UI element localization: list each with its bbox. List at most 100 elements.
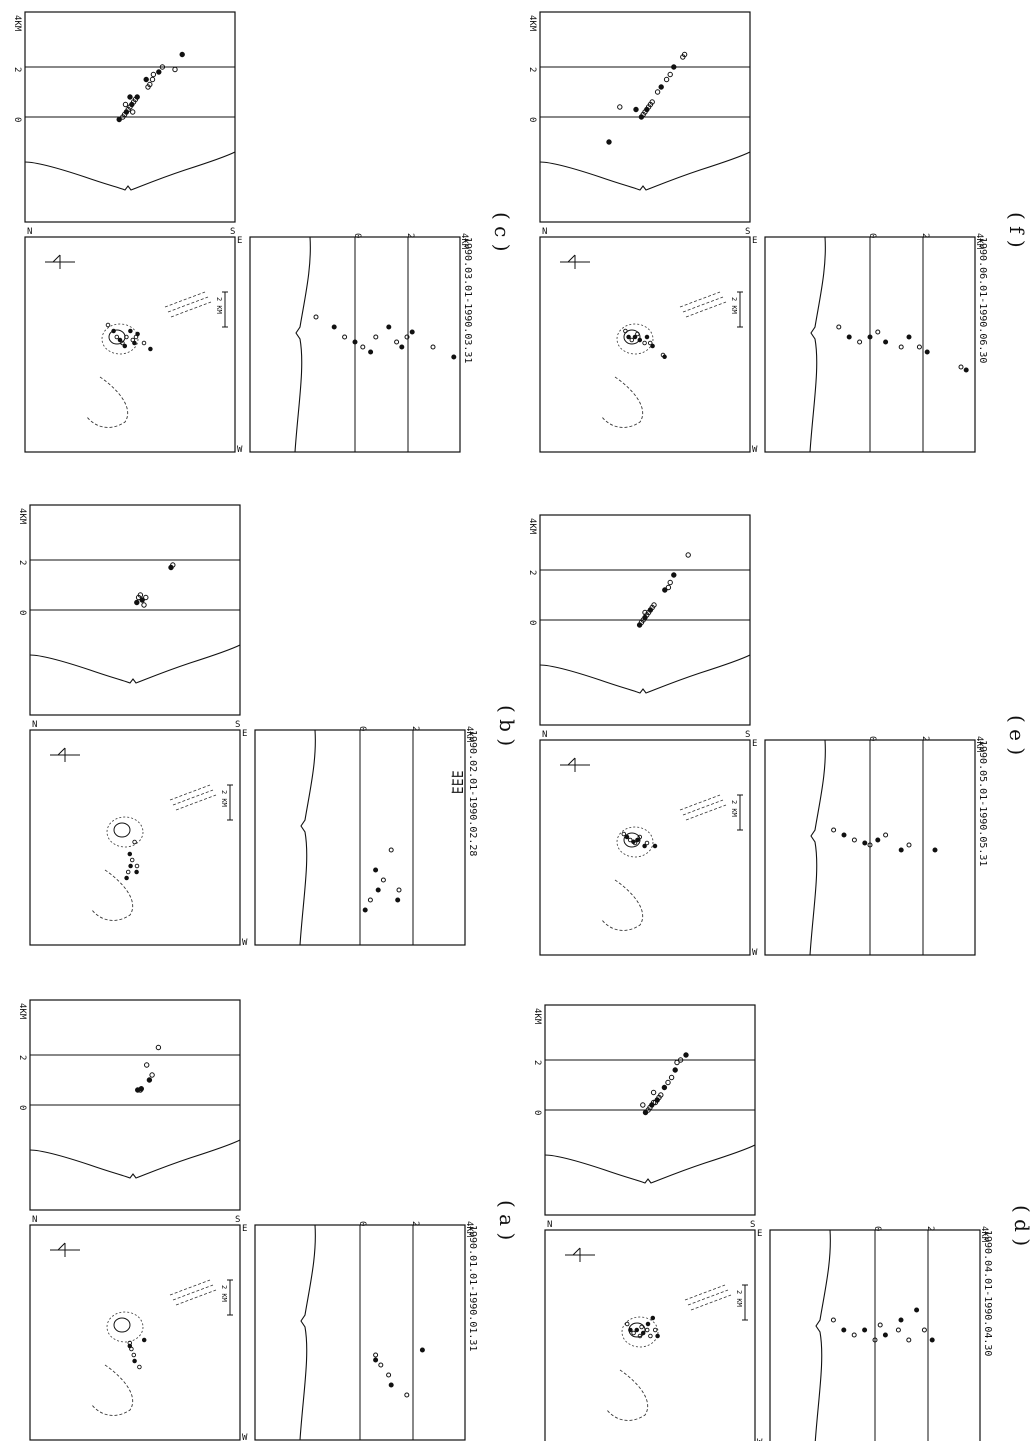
ns-event-point xyxy=(399,344,405,350)
ns-event-point xyxy=(388,847,394,853)
ew-event-point xyxy=(667,579,673,586)
ew-event-point xyxy=(658,84,664,90)
ew-event-point xyxy=(150,71,157,78)
ew-tick-label: 2 xyxy=(527,570,537,575)
epicentre-map: 2 KM E W xyxy=(539,236,758,455)
ns-tick-label: 2 xyxy=(920,736,930,741)
caldera-rim xyxy=(601,376,644,428)
south-label: S xyxy=(235,1215,240,1225)
scale-bar xyxy=(222,291,228,328)
epicentre-point xyxy=(125,869,131,875)
ns-event-point xyxy=(313,314,319,320)
ns-event-point xyxy=(867,842,873,848)
ew-event-point xyxy=(649,99,655,105)
north-arrow-icon xyxy=(50,747,80,762)
epicentre-point xyxy=(640,1330,646,1336)
ew-event-point xyxy=(141,602,147,608)
epicentre-point xyxy=(624,834,630,840)
ns-event-point xyxy=(380,877,386,883)
epicentre-point xyxy=(621,831,627,837)
epicentre-point xyxy=(105,322,111,328)
ns-event-point xyxy=(373,867,379,873)
epicentre-point xyxy=(639,1324,644,1330)
ew-event-point xyxy=(146,1077,153,1083)
date-range: 1990.01.01-1990.01.31 xyxy=(467,1225,478,1351)
ns-tick-label: 4KM xyxy=(974,736,984,753)
north-label: N xyxy=(542,730,547,740)
epicentre-point xyxy=(624,1321,630,1327)
ns-tick-label: 0 xyxy=(357,1221,367,1226)
date-range: 1990.05.01-1990.05.31 xyxy=(977,740,988,866)
fissure-lines xyxy=(164,291,212,318)
scale-label: 2 KM xyxy=(220,1285,228,1302)
ns-event-point xyxy=(396,887,402,893)
ew-tick-label: 4KM xyxy=(12,15,22,32)
south-label: S xyxy=(750,1220,755,1230)
ew-event-point xyxy=(147,81,153,88)
ew-event-point xyxy=(149,76,156,83)
ns-event-point xyxy=(898,344,904,350)
ns-tick-label: 4KM xyxy=(464,726,474,743)
east-label: E xyxy=(237,236,242,246)
ew-event-point xyxy=(179,51,185,58)
panel-label: ( b ) xyxy=(495,705,519,746)
fissure-lines xyxy=(684,1284,732,1311)
ns-event-point xyxy=(386,1372,392,1378)
ew-event-point xyxy=(172,66,178,73)
ew-depth-section: 0 2 4KM N S xyxy=(527,514,751,740)
ew-tick-label: 2 xyxy=(17,1055,27,1060)
east-label: E xyxy=(757,1229,762,1239)
ns-event-point xyxy=(867,334,873,340)
ew-depth-section: 0 2 4KM N S xyxy=(532,1004,756,1230)
ns-event-point xyxy=(898,1317,904,1323)
ns-event-point xyxy=(360,344,366,350)
ns-tick-label: 0 xyxy=(867,736,877,741)
ew-event-point xyxy=(672,1067,678,1073)
epicentre-map: 2 KM E W xyxy=(539,739,758,958)
ns-tick-label: 4KM xyxy=(464,1221,474,1238)
ns-event-point xyxy=(404,334,410,340)
topography-profile xyxy=(539,654,751,694)
ns-event-point xyxy=(409,329,415,335)
ns-event-point xyxy=(404,1392,410,1398)
ew-event-point xyxy=(122,101,129,108)
ew-depth-section: 0 2 4KM N S xyxy=(12,11,236,237)
ns-depth-section: 0 2 4KM xyxy=(249,233,469,453)
ns-tick-label: 4KM xyxy=(459,233,469,250)
epicentre-point xyxy=(127,851,133,857)
ns-event-point xyxy=(906,1337,912,1343)
east-label: E xyxy=(242,729,247,739)
topography-profile xyxy=(29,1139,241,1179)
ns-event-point xyxy=(394,339,400,345)
ew-event-point xyxy=(683,1052,689,1058)
scale-bar xyxy=(742,1284,748,1321)
north-arrow-icon xyxy=(560,254,590,269)
ns-event-point xyxy=(862,840,868,846)
scale-bar xyxy=(737,291,743,328)
epicentre-point xyxy=(642,340,647,346)
epicentre-map: 2 KM E W xyxy=(29,1224,248,1441)
ew-event-point xyxy=(667,71,673,78)
west-label: W xyxy=(242,938,248,948)
caldera-rim xyxy=(91,869,134,921)
east-label: E xyxy=(242,1224,247,1234)
ew-event-point xyxy=(665,584,672,591)
ns-event-point xyxy=(906,334,912,340)
scale-label: 2 KM xyxy=(215,297,223,314)
date-range: 1990.06.01-1990.06.30 xyxy=(977,237,988,363)
west-label: W xyxy=(242,1433,248,1441)
epicentre-point xyxy=(628,1327,633,1333)
north-arrow-icon xyxy=(50,1242,80,1257)
epicentre-point xyxy=(635,837,640,843)
east-label: E xyxy=(752,236,757,246)
west-label: W xyxy=(752,948,758,958)
topography-profile xyxy=(29,644,241,684)
ew-event-point xyxy=(633,106,639,113)
ew-event-point xyxy=(134,94,140,100)
